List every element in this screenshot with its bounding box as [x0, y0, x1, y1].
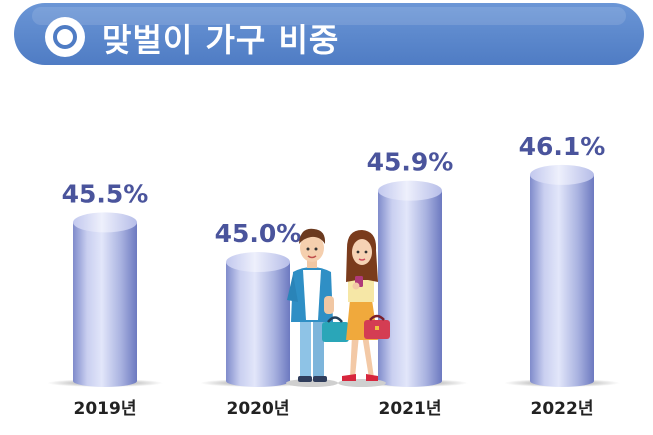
title-banner: 맞벌이 가구 비중: [14, 3, 644, 65]
bar: [73, 222, 137, 387]
page-title: 맞벌이 가구 비중: [102, 21, 340, 59]
bar-cap: [226, 252, 290, 273]
x-tick-label: 2019년: [74, 399, 137, 419]
x-tick-label: 2020년: [227, 399, 290, 419]
bar-cap: [378, 180, 442, 201]
bar: [378, 190, 442, 387]
woman-illustration: [338, 230, 390, 387]
data-label: 45.9%: [367, 148, 454, 177]
circle-bullet-icon: [45, 17, 85, 57]
bar-cap: [530, 164, 594, 185]
bar-cap: [73, 212, 137, 233]
bar: [226, 262, 290, 387]
bar: [530, 174, 594, 387]
data-label: 45.0%: [215, 219, 302, 248]
data-label: 46.1%: [519, 132, 606, 161]
data-label: 45.5%: [62, 179, 149, 208]
x-tick-label: 2021년: [379, 399, 442, 419]
x-tick-label: 2022년: [531, 399, 594, 419]
man-illustration: [286, 228, 349, 387]
